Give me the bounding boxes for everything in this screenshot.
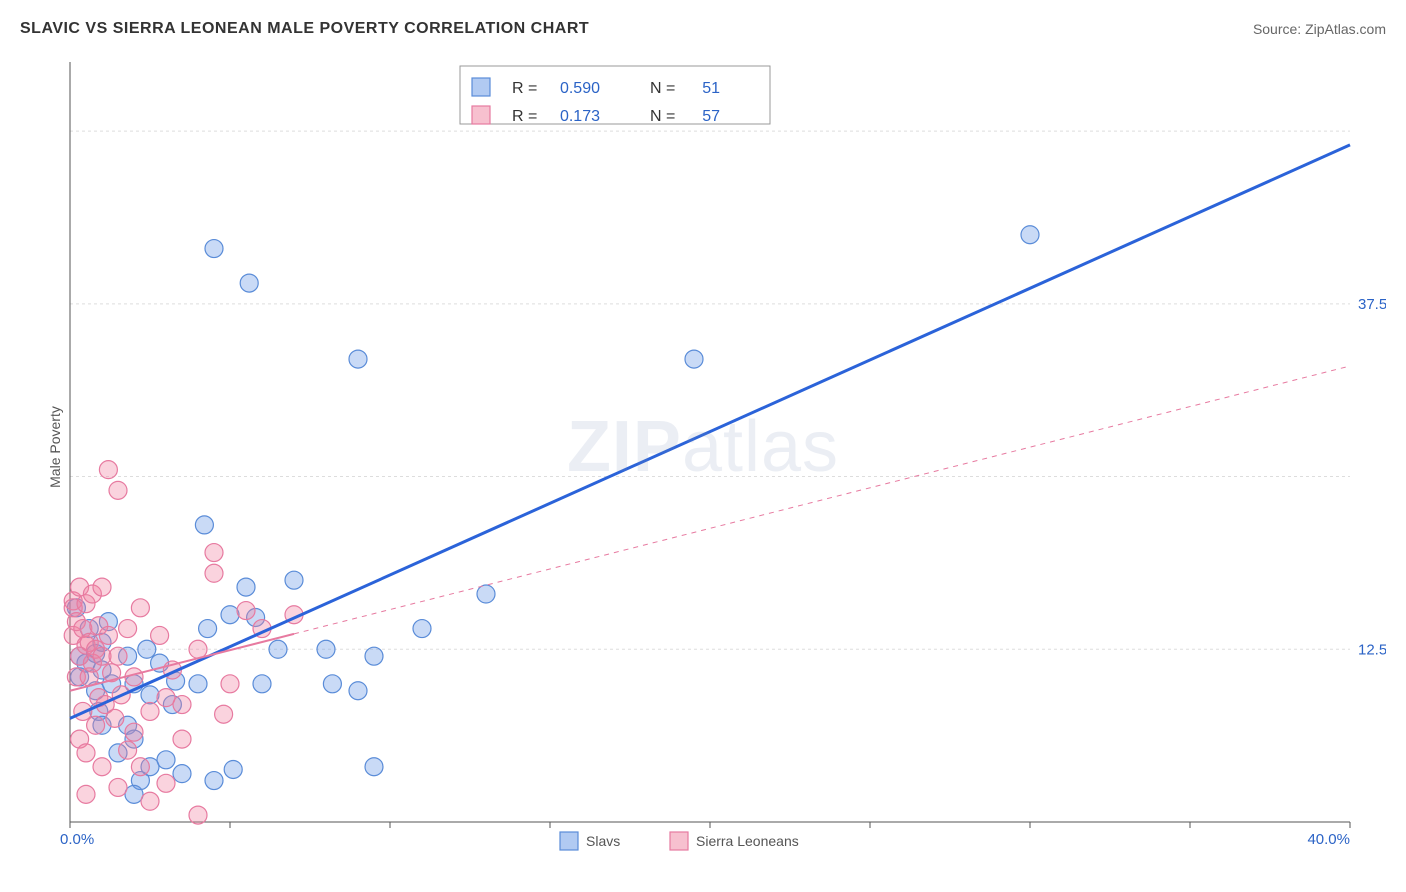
y-tick-label: 37.5% [1358,296,1386,313]
data-point [99,626,117,644]
data-point [87,716,105,734]
data-point [157,689,175,707]
legend-swatch [670,832,688,850]
data-point [141,686,159,704]
header: SLAVIC VS SIERRA LEONEAN MALE POVERTY CO… [20,20,1386,38]
data-point [131,599,149,617]
data-point [685,350,703,368]
data-point [77,744,95,762]
data-point [224,760,242,778]
legend-swatch [560,832,578,850]
data-point [141,792,159,810]
data-point [99,461,117,479]
stat-r-label: R = [512,108,537,125]
x-tick-label: 0.0% [60,831,94,848]
data-point [93,647,111,665]
data-point [240,274,258,292]
y-tick-label: 12.5% [1358,641,1386,658]
data-point [221,675,239,693]
legend-swatch [472,78,490,96]
data-point [125,723,143,741]
data-point [413,620,431,638]
source-label: Source: ZipAtlas.com [1253,21,1386,37]
data-point [323,675,341,693]
data-point [173,696,191,714]
stat-n-value: 57 [702,108,720,125]
data-point [1021,226,1039,244]
data-point [205,772,223,790]
data-point [365,647,383,665]
data-point [109,481,127,499]
data-point [131,758,149,776]
data-point [349,350,367,368]
stat-r-value: 0.590 [560,80,600,97]
stat-n-value: 51 [702,80,720,97]
data-point [119,620,137,638]
data-point [119,741,137,759]
x-tick-label: 40.0% [1307,831,1350,848]
data-point [215,705,233,723]
data-point [93,758,111,776]
data-point [138,640,156,658]
data-point [195,516,213,534]
scatter-chart: 12.5% 37.5% 0.0% 40.0% R = 0.590 N = 51 R = 0.173… [20,42,1386,852]
data-point [157,774,175,792]
data-point [253,675,271,693]
data-point [173,730,191,748]
data-point [205,544,223,562]
data-point [173,765,191,783]
data-point [151,626,169,644]
data-point [205,564,223,582]
stat-n-label: N = [650,80,675,97]
legend-swatch [472,106,490,124]
chart-title: SLAVIC VS SIERRA LEONEAN MALE POVERTY CO… [20,20,589,38]
data-point [477,585,495,603]
data-point [189,675,207,693]
stat-r-label: R = [512,80,537,97]
data-point [285,571,303,589]
data-point [365,758,383,776]
data-point [221,606,239,624]
chart-area: Male Poverty ZIPatlas 12.5%37.5%0.0%40.0… [20,42,1386,852]
trend-line [70,145,1350,718]
stat-n-label: N = [650,108,675,125]
data-point [157,751,175,769]
chart-container: SLAVIC VS SIERRA LEONEAN MALE POVERTY CO… [20,20,1386,872]
data-point [189,806,207,824]
data-point [125,785,143,803]
data-point [189,640,207,658]
data-point [141,702,159,720]
data-point [93,578,111,596]
stats-box [460,66,770,124]
data-point [109,778,127,796]
stat-r-value: 0.173 [560,108,600,125]
data-point [269,640,287,658]
data-point [199,620,217,638]
legend-label: Sierra Leoneans [696,833,799,849]
data-point [317,640,335,658]
data-point [205,240,223,258]
data-point [237,578,255,596]
data-point [349,682,367,700]
y-axis-label: Male Poverty [47,406,63,488]
trend-line [294,366,1350,634]
data-point [77,785,95,803]
data-point [106,709,124,727]
data-point [237,602,255,620]
legend-label: Slavs [586,833,620,849]
data-point [109,647,127,665]
